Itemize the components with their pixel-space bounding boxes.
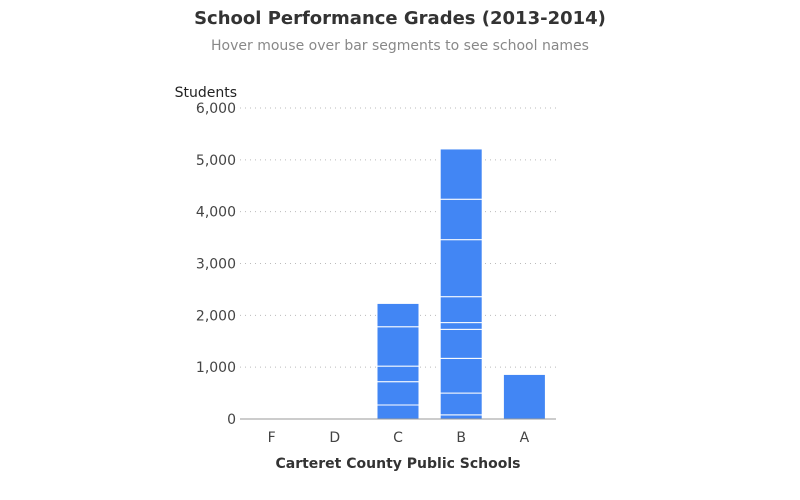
- y-tick-label: 3,000: [196, 257, 236, 273]
- x-tick-label: C: [393, 430, 403, 446]
- bar-segment-c[interactable]: [376, 326, 420, 367]
- y-tick-label: 2,000: [196, 308, 236, 324]
- x-tick-label: A: [520, 430, 530, 446]
- bar-segment-b[interactable]: [439, 322, 483, 330]
- bar-segment-b[interactable]: [439, 414, 483, 420]
- bar-segment-b[interactable]: [439, 239, 483, 298]
- chart-title: School Performance Grades (2013-2014): [194, 8, 606, 29]
- bar-segment-c[interactable]: [376, 381, 420, 406]
- bar-segment-a[interactable]: [502, 373, 546, 420]
- bars-layer: [376, 148, 546, 420]
- x-tick-label: B: [456, 430, 466, 446]
- y-tick-labels: 0 1,000 2,000 3,000 4,000 5,000 6,000: [196, 101, 236, 428]
- bar-segment-b[interactable]: [439, 296, 483, 324]
- bar-segment-c[interactable]: [376, 365, 420, 383]
- bar-segment-b[interactable]: [439, 328, 483, 359]
- x-tick-label: F: [268, 430, 276, 446]
- y-tick-label: 4,000: [196, 205, 236, 221]
- bar-segment-b[interactable]: [439, 198, 483, 241]
- bar-segment-b[interactable]: [439, 148, 483, 200]
- bar-segment-c[interactable]: [376, 404, 420, 420]
- x-axis-title: Carteret County Public Schools: [275, 456, 520, 472]
- bar-segment-b[interactable]: [439, 357, 483, 394]
- y-tick-label: 0: [227, 412, 236, 428]
- y-tick-label: 1,000: [196, 360, 236, 376]
- y-tick-label: 5,000: [196, 153, 236, 169]
- chart-subtitle: Hover mouse over bar segments to see sch…: [211, 38, 589, 54]
- x-tick-label: D: [329, 430, 340, 446]
- bar-segment-c[interactable]: [376, 302, 420, 328]
- bar-segment-b[interactable]: [439, 392, 483, 416]
- y-tick-label: 6,000: [196, 101, 236, 117]
- y-axis-title: Students: [175, 85, 237, 101]
